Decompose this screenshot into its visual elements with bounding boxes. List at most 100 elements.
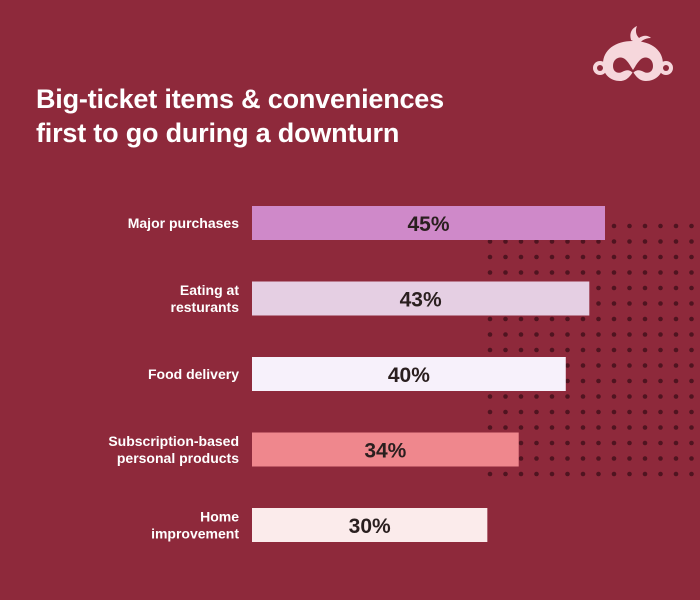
decor-dot bbox=[673, 332, 679, 337]
decor-dot bbox=[658, 409, 663, 415]
decor-dot bbox=[503, 270, 508, 275]
decor-dot bbox=[611, 471, 617, 477]
decor-dot bbox=[627, 471, 632, 477]
decor-dot bbox=[658, 270, 663, 275]
decor-dot bbox=[658, 332, 663, 337]
bar-value-label: 30% bbox=[349, 515, 391, 538]
decor-dot bbox=[658, 316, 663, 322]
decor-dot bbox=[518, 254, 524, 260]
decor-dot bbox=[689, 316, 694, 322]
decor-dot bbox=[596, 456, 601, 461]
decor-dot bbox=[658, 223, 663, 229]
category-label: improvement bbox=[151, 526, 239, 542]
decor-dot bbox=[642, 270, 648, 275]
decor-dot bbox=[642, 471, 648, 477]
decor-dot bbox=[658, 254, 663, 260]
decor-dot bbox=[534, 409, 539, 415]
decor-dot bbox=[549, 440, 555, 446]
decor-dot bbox=[627, 223, 632, 229]
decor-dot bbox=[627, 440, 632, 446]
decor-dot bbox=[580, 270, 586, 275]
decor-dot bbox=[549, 456, 555, 461]
bar bbox=[252, 508, 488, 542]
decor-dot bbox=[596, 285, 601, 291]
decor-dot bbox=[549, 425, 555, 430]
decor-dot bbox=[534, 347, 539, 353]
decor-dot bbox=[642, 316, 648, 322]
decor-dot bbox=[596, 254, 601, 260]
decor-dot bbox=[658, 363, 663, 368]
category-label: Subscription-based bbox=[108, 433, 239, 449]
category-label: Major purchases bbox=[128, 215, 239, 231]
decor-dot bbox=[580, 347, 586, 353]
decor-dot bbox=[611, 254, 617, 260]
decor-dot bbox=[611, 223, 617, 229]
decor-dot bbox=[611, 270, 617, 275]
decor-dot bbox=[658, 285, 663, 291]
decor-dot bbox=[596, 270, 601, 275]
decor-dot bbox=[673, 471, 679, 477]
decor-dot bbox=[565, 409, 570, 415]
decor-dot bbox=[627, 254, 632, 260]
decor-dot bbox=[565, 394, 570, 399]
decor-dot bbox=[642, 363, 648, 368]
decor-dot bbox=[518, 471, 524, 477]
decor-dot bbox=[503, 394, 508, 399]
decor-dot bbox=[596, 425, 601, 430]
decor-dot bbox=[534, 332, 539, 337]
decor-dot bbox=[518, 347, 524, 353]
decor-dot bbox=[580, 239, 586, 244]
decor-dot bbox=[611, 239, 617, 244]
decor-dot bbox=[611, 378, 617, 384]
decor-dot bbox=[487, 409, 493, 415]
decor-dot bbox=[642, 440, 648, 446]
bar bbox=[252, 281, 590, 316]
decor-dot bbox=[611, 301, 617, 306]
decor-dot bbox=[611, 440, 617, 446]
decor-dot bbox=[487, 347, 493, 353]
decor-dot bbox=[549, 409, 555, 415]
decor-dot bbox=[534, 440, 539, 446]
decor-dot bbox=[487, 270, 493, 275]
decor-dot bbox=[611, 409, 617, 415]
category-label: Food delivery bbox=[148, 366, 239, 382]
decor-dot bbox=[596, 363, 601, 368]
decor-dot bbox=[518, 425, 524, 430]
decor-dot bbox=[549, 254, 555, 260]
decor-dot bbox=[549, 394, 555, 399]
decor-dot bbox=[503, 332, 508, 337]
decor-dot bbox=[518, 409, 524, 415]
bars-group: 45% Major purchases 43% Eating atresturants… bbox=[108, 206, 605, 542]
decor-dot bbox=[627, 425, 632, 430]
decor-dot bbox=[596, 332, 601, 337]
decor-dot bbox=[487, 425, 493, 430]
decor-dot bbox=[549, 316, 555, 322]
decor-dot bbox=[689, 471, 694, 477]
decor-dot bbox=[689, 270, 694, 275]
decor-dot bbox=[565, 425, 570, 430]
decor-dot bbox=[673, 378, 679, 384]
chart-title: Big-ticket items & conveniences first to… bbox=[36, 82, 556, 150]
decor-dot bbox=[673, 285, 679, 291]
chart-title-line-2: first to go during a downturn bbox=[36, 118, 400, 148]
category-label: resturants bbox=[171, 299, 240, 315]
decor-dot bbox=[673, 347, 679, 353]
decor-dot bbox=[549, 471, 555, 477]
decor-dot bbox=[580, 425, 586, 430]
decor-dot bbox=[658, 456, 663, 461]
decor-dot bbox=[534, 239, 539, 244]
decor-dot bbox=[534, 316, 539, 322]
decor-dot bbox=[673, 394, 679, 399]
decor-dot bbox=[565, 440, 570, 446]
decor-dot bbox=[689, 440, 694, 446]
decor-dot bbox=[503, 425, 508, 430]
decor-dot bbox=[642, 394, 648, 399]
decor-dot bbox=[689, 301, 694, 306]
decor-dot bbox=[611, 332, 617, 337]
decor-dot bbox=[673, 223, 679, 229]
decor-dot bbox=[689, 239, 694, 244]
decor-dot bbox=[642, 347, 648, 353]
decor-dot bbox=[658, 425, 663, 430]
decor-dot bbox=[596, 301, 601, 306]
